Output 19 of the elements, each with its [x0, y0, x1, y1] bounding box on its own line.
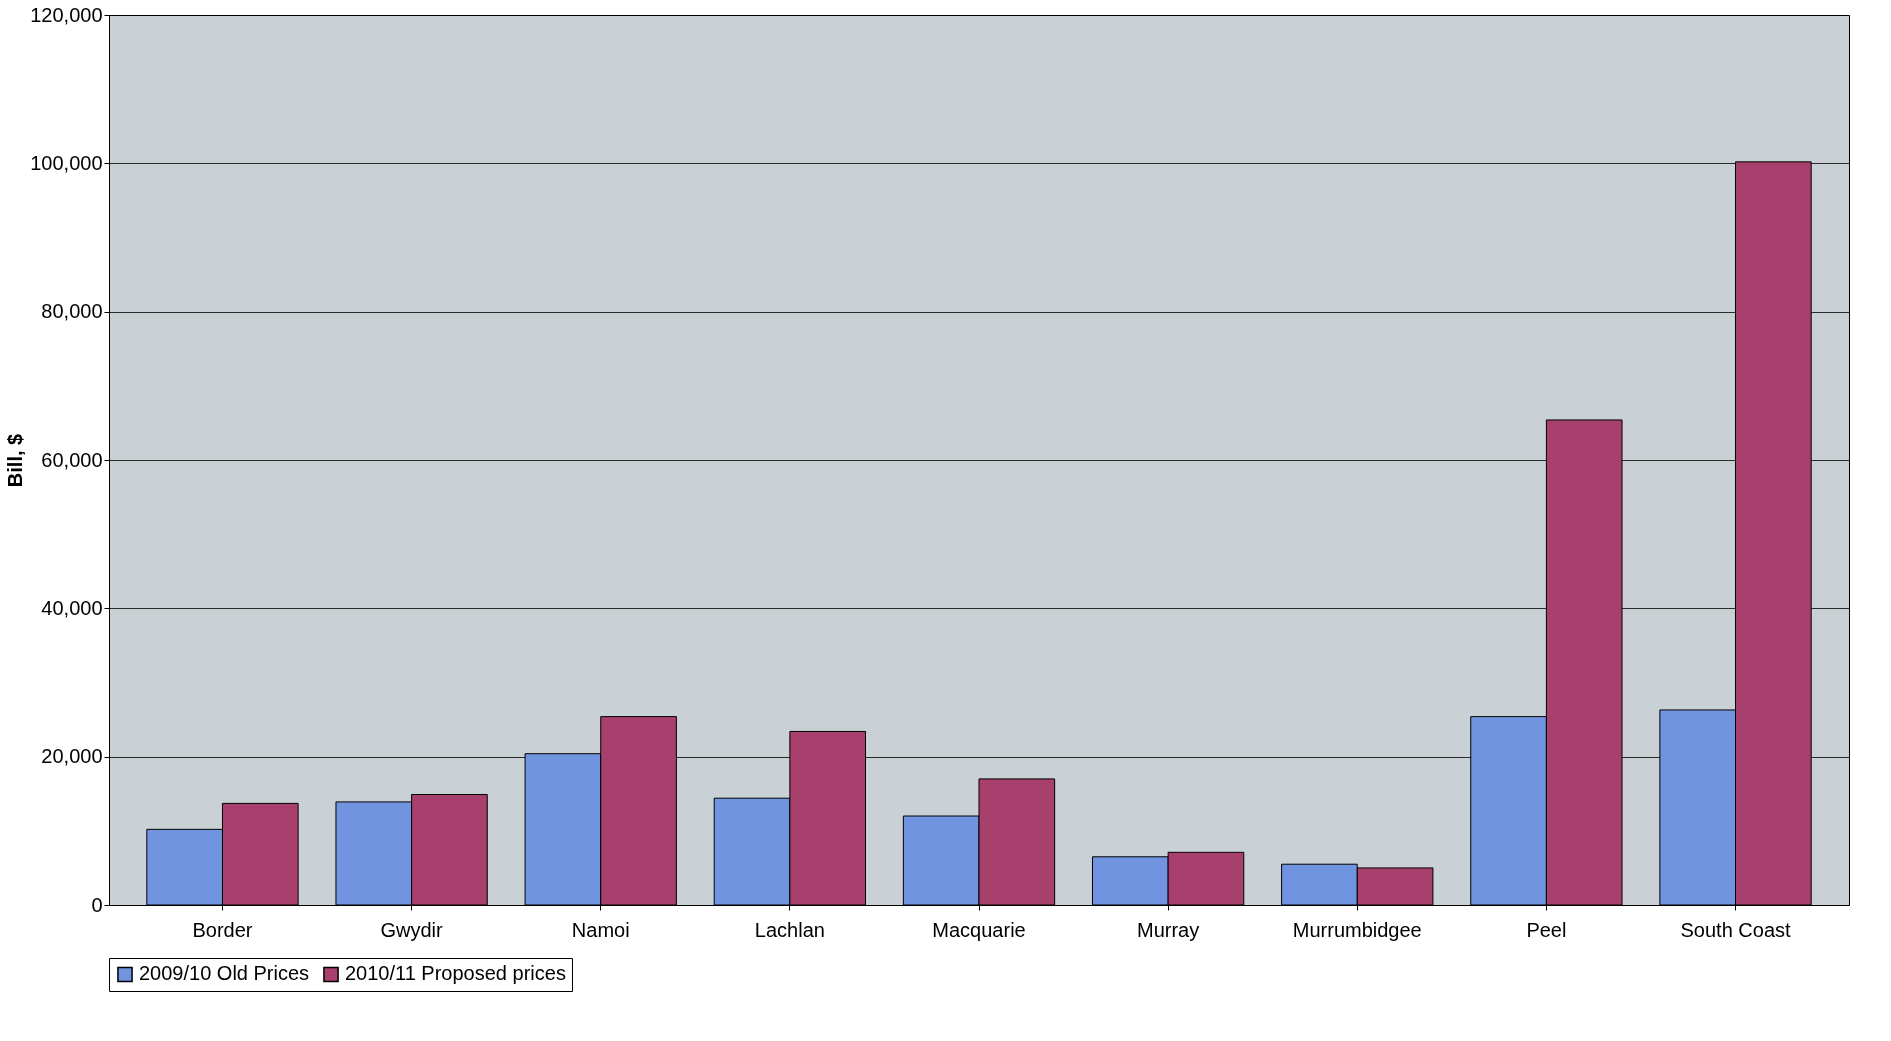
y-tick-label: 20,000 [41, 745, 103, 768]
legend-label: 2009/10 Old Prices [139, 962, 310, 985]
y-tick-label: 40,000 [41, 596, 103, 619]
x-tick-label: South Coast [1680, 918, 1791, 941]
y-axis-title: Bill, $ [4, 433, 27, 488]
x-tick-label: Gwydir [380, 918, 444, 941]
x-tick-label: Lachlan [754, 918, 825, 941]
x-tick-label: Border [192, 918, 253, 941]
x-tick-label: Murrumbidgee [1292, 918, 1422, 941]
y-tick-label: 100,000 [30, 151, 103, 174]
x-tick-label: Namoi [571, 918, 630, 941]
legend-label: 2010/11 Proposed prices [345, 962, 566, 985]
x-tick-label: Murray [1137, 918, 1200, 941]
y-tick-label: 0 [91, 893, 103, 916]
y-tick-label: 60,000 [41, 448, 103, 471]
y-tick-label: 120,000 [30, 3, 103, 26]
x-tick-label: Peel [1526, 918, 1567, 941]
y-tick-label: 80,000 [41, 300, 103, 323]
x-tick-label: Macquarie [932, 918, 1026, 941]
